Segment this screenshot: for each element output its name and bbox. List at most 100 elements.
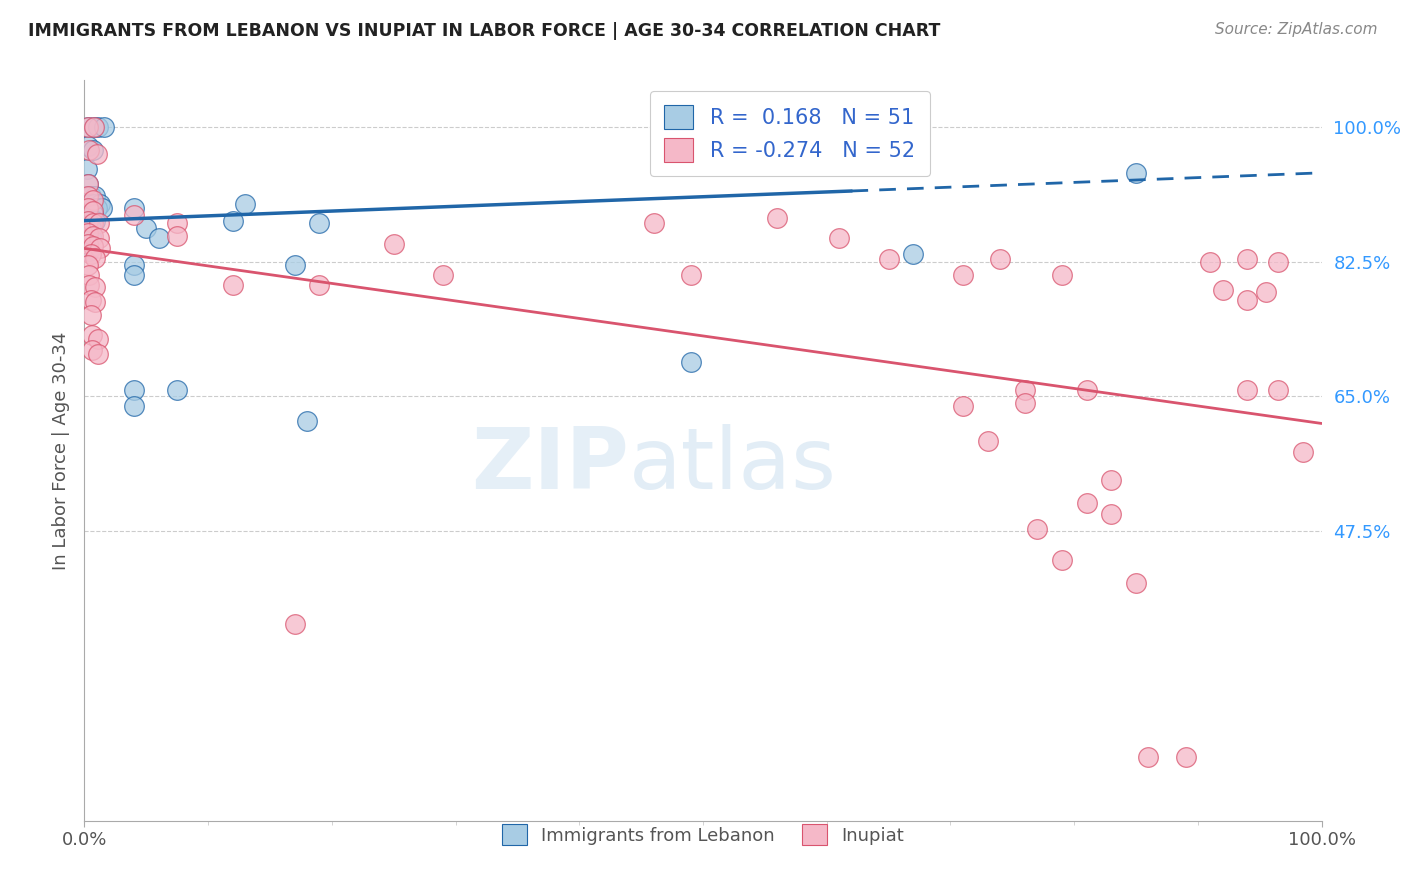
Point — [308, 277, 330, 292]
Point — [80, 327, 103, 342]
Point — [84, 280, 107, 294]
Point — [84, 213, 107, 227]
Point — [79, 189, 101, 203]
Point — [1099, 507, 1122, 521]
Y-axis label: In Labor Force | Age 30-34: In Labor Force | Age 30-34 — [52, 331, 70, 570]
Point — [222, 213, 245, 227]
Point — [988, 252, 1011, 267]
Point — [679, 355, 702, 369]
Point — [89, 216, 111, 230]
Point — [122, 268, 145, 282]
Point — [79, 221, 101, 235]
Point — [432, 268, 454, 282]
Point — [77, 120, 100, 134]
Point — [86, 201, 108, 215]
Point — [77, 213, 100, 227]
Point — [79, 229, 101, 244]
Point — [82, 193, 104, 207]
Point — [1254, 285, 1277, 300]
Point — [1050, 268, 1073, 282]
Point — [295, 414, 318, 428]
Point — [82, 201, 104, 215]
Point — [89, 231, 111, 245]
Point — [87, 120, 110, 134]
Point — [166, 384, 188, 398]
Point — [952, 399, 974, 413]
Point — [79, 293, 101, 307]
Point — [135, 221, 157, 235]
Point — [76, 161, 98, 176]
Point — [952, 268, 974, 282]
Text: IMMIGRANTS FROM LEBANON VS INUPIAT IN LABOR FORCE | AGE 30-34 CORRELATION CHART: IMMIGRANTS FROM LEBANON VS INUPIAT IN LA… — [28, 22, 941, 40]
Point — [1236, 293, 1258, 307]
Point — [1212, 283, 1234, 297]
Point — [284, 259, 307, 273]
Point — [83, 196, 105, 211]
Point — [166, 216, 188, 230]
Point — [1267, 254, 1289, 268]
Point — [122, 259, 145, 273]
Point — [122, 384, 145, 398]
Point — [766, 211, 789, 225]
Point — [877, 252, 900, 267]
Point — [828, 231, 851, 245]
Point — [84, 189, 107, 203]
Point — [284, 617, 307, 632]
Point — [77, 259, 100, 273]
Point — [76, 221, 98, 235]
Point — [87, 347, 110, 361]
Point — [1174, 750, 1197, 764]
Point — [77, 178, 100, 192]
Point — [1236, 252, 1258, 267]
Point — [222, 277, 245, 292]
Point — [77, 138, 100, 153]
Point — [1199, 254, 1222, 268]
Point — [79, 207, 101, 221]
Point — [1050, 553, 1073, 567]
Point — [122, 399, 145, 413]
Point — [233, 196, 256, 211]
Point — [77, 189, 100, 203]
Point — [76, 189, 98, 203]
Point — [82, 229, 104, 244]
Point — [77, 236, 100, 251]
Point — [82, 207, 104, 221]
Point — [1267, 384, 1289, 398]
Point — [82, 204, 104, 219]
Point — [122, 208, 145, 222]
Point — [1014, 384, 1036, 398]
Point — [82, 239, 104, 253]
Point — [90, 201, 112, 215]
Point — [83, 120, 105, 134]
Point — [86, 146, 108, 161]
Point — [1076, 384, 1098, 398]
Point — [122, 201, 145, 215]
Point — [1125, 576, 1147, 591]
Point — [79, 309, 101, 323]
Point — [80, 213, 103, 227]
Point — [79, 268, 101, 282]
Point — [976, 434, 998, 449]
Point — [80, 343, 103, 358]
Text: Source: ZipAtlas.com: Source: ZipAtlas.com — [1215, 22, 1378, 37]
Point — [1236, 384, 1258, 398]
Point — [1026, 522, 1049, 536]
Point — [1076, 496, 1098, 510]
Point — [77, 178, 100, 192]
Text: ZIP: ZIP — [471, 424, 628, 507]
Point — [77, 120, 100, 134]
Point — [87, 332, 110, 346]
Point — [76, 196, 98, 211]
Text: atlas: atlas — [628, 424, 837, 507]
Point — [82, 216, 104, 230]
Point — [77, 236, 100, 251]
Point — [79, 247, 101, 261]
Point — [79, 143, 101, 157]
Point — [76, 229, 98, 244]
Point — [1099, 473, 1122, 487]
Point — [1014, 395, 1036, 409]
Point — [1137, 750, 1160, 764]
Point — [308, 216, 330, 230]
Point — [76, 207, 98, 221]
Point — [77, 226, 100, 240]
